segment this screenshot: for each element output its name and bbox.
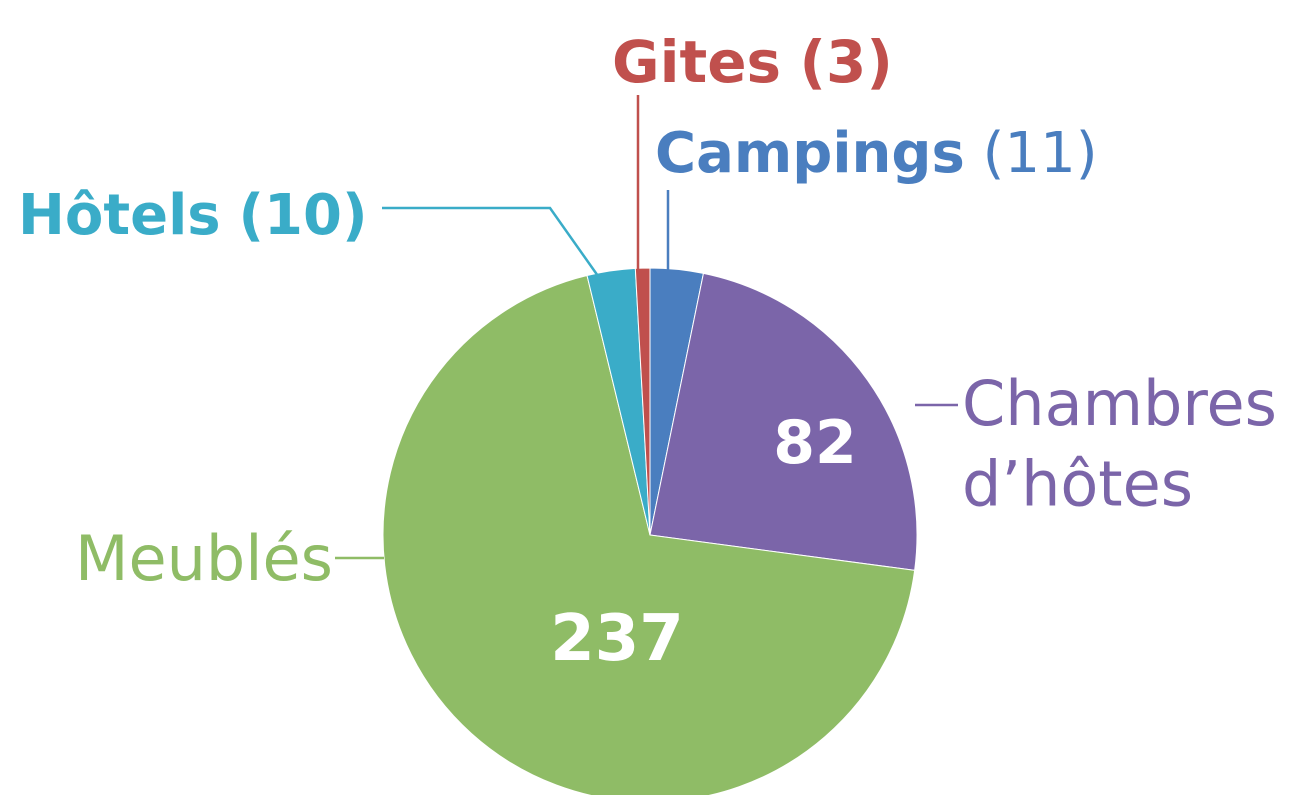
pie	[382, 267, 918, 795]
pie-slice	[634, 267, 651, 536]
category-name: Campings	[655, 121, 965, 186]
category-label: Campings (11)	[655, 121, 1098, 186]
value-label: (3)	[800, 28, 893, 96]
leader-lines	[335, 95, 958, 560]
pie-slice	[382, 274, 916, 795]
labels: Campings (11) Chambres d’hôtes 82 Meublés 23…	[18, 28, 1292, 676]
category-label: Meublés	[75, 522, 333, 595]
pie-slice	[649, 272, 918, 571]
value-label: 237	[550, 602, 684, 676]
value-label: (10)	[238, 183, 367, 248]
category-label: Hôtels (10)	[18, 183, 368, 248]
leader-line	[382, 206, 600, 277]
category-name: Meublés	[75, 522, 333, 595]
category-label: Chambres d’hôtes	[962, 367, 1292, 521]
category-label: Gites (3)	[612, 28, 893, 96]
value-label: 82	[773, 408, 857, 478]
category-name: Gites	[612, 28, 781, 96]
value-label: (11)	[983, 121, 1098, 186]
category-name: Hôtels	[18, 183, 221, 248]
